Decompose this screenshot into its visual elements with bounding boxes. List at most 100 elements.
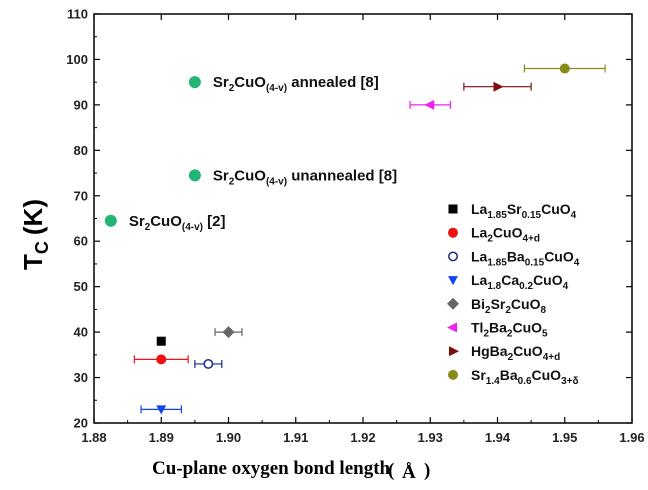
legend-marker	[448, 369, 458, 380]
point-annotations: Sr2CuO(4-v) annealed [8]Sr2CuO(4-v) unan…	[104, 74, 397, 233]
legend-marker	[447, 322, 457, 333]
legend-label-part: CuO	[533, 272, 563, 288]
data-markers	[156, 63, 570, 415]
legend-label-part: 0.15	[525, 257, 545, 268]
legend-label-part: CuO	[532, 367, 562, 383]
annotation-label-part: Sr	[213, 74, 229, 91]
legend-label-part: 3+δ	[561, 376, 578, 387]
legend-label-part: Ba	[500, 367, 518, 383]
legend-label-part: Sr	[507, 201, 522, 217]
data-point	[424, 99, 435, 110]
data-point	[156, 405, 167, 415]
legend-label-part: Ca	[501, 272, 519, 288]
data-point	[156, 336, 166, 346]
y-tick-label: 110	[67, 7, 88, 22]
y-tick-label: 30	[74, 370, 88, 385]
legend-marker	[447, 297, 459, 310]
legend-label-part: 4+d	[543, 352, 561, 363]
annotation-label: Sr2CuO(4-v) annealed [8]	[213, 74, 379, 94]
legend-label-part: La	[471, 272, 488, 288]
x-tick-label: 1.95	[552, 430, 577, 445]
legend-label: La1.85Sr0.15CuO4	[471, 201, 577, 221]
legend-label-part: 0.6	[518, 376, 532, 387]
legend-marker	[448, 204, 458, 214]
legend-label-part: 4+d	[522, 234, 540, 245]
x-tick-label: 1.92	[350, 430, 375, 445]
legend-label-part: La	[471, 201, 488, 217]
annotation-label-part: 2	[229, 83, 235, 94]
legend-label: Bi2Sr2CuO8	[471, 296, 546, 316]
annotation-label-part: 2	[229, 176, 235, 187]
legend-label-part: 8	[540, 305, 546, 316]
annotation-label-part: annealed [8]	[287, 74, 379, 91]
legend-label: La1.85Ba0.15CuO4	[471, 248, 580, 268]
legend-label-part: CuO	[513, 343, 543, 359]
legend-label-part: 4	[574, 257, 580, 268]
x-tick-label: 1.89	[149, 430, 174, 445]
y-tick-label: 20	[74, 416, 88, 431]
legend-label: La1.8Ca0.2CuO4	[471, 272, 569, 292]
data-point	[559, 63, 570, 74]
legend-label-part: Sr	[471, 367, 486, 383]
annotated-point	[104, 214, 117, 227]
legend-marker	[448, 251, 458, 262]
annotation-label-part: CuO	[234, 167, 266, 184]
x-tick-label: 1.96	[619, 430, 644, 445]
legend-label-part: Sr	[491, 296, 506, 312]
annotation-label-part: CuO	[234, 74, 266, 91]
legend-label-part: Tl	[471, 320, 483, 336]
x-axis-unit-symbol: Å	[402, 462, 416, 483]
y-tick-label: 90	[74, 97, 88, 112]
y-tick-label: 80	[74, 143, 88, 158]
legend-label-part: 4	[571, 210, 577, 221]
x-tick-label: 1.93	[418, 430, 443, 445]
legend-marker	[448, 276, 458, 286]
x-tick-label: 1.94	[485, 430, 511, 445]
legend-label: HgBa2CuO4+d	[471, 343, 560, 363]
legend-marker	[449, 346, 459, 357]
legend-label-part: 1.85	[487, 210, 507, 221]
x-axis-unit: (	[388, 460, 394, 481]
legend-label-part: 1.4	[486, 376, 500, 387]
annotation-label-part: [2]	[203, 213, 226, 230]
legend-label-part: CuO	[512, 320, 542, 336]
y-axis-label-sub: C	[32, 241, 52, 254]
legend-label-part: Ba	[507, 248, 525, 264]
legend-label-part: 2	[487, 234, 493, 245]
legend-label: Tl2Ba2CuO5	[471, 320, 548, 340]
legend-label-part: 2	[508, 352, 514, 363]
y-tick-label: 100	[66, 52, 88, 67]
legend-label-part: CuO	[541, 201, 571, 217]
annotation-label-part: unannealed [8]	[287, 167, 397, 184]
annotation-label-part: 2	[145, 222, 151, 233]
annotation-label-part: (4-v)	[266, 176, 287, 187]
legend-marker	[448, 227, 458, 238]
legend-label-part: 2	[507, 329, 513, 340]
data-point	[203, 358, 214, 369]
data-point	[156, 354, 167, 365]
annotation-label-part: Sr	[213, 167, 229, 184]
legend-label: Sr1.4Ba0.6CuO3+δ	[471, 367, 579, 387]
x-tick-label: 1.88	[81, 430, 106, 445]
legend-label-part: 5	[542, 329, 548, 340]
y-tick-label: 40	[74, 325, 88, 340]
annotation-label-part: (4-v)	[182, 222, 203, 233]
legend-label-part: 1.85	[487, 257, 507, 268]
legend-label-part: Ba	[489, 320, 507, 336]
x-tick-label: 1.91	[283, 430, 308, 445]
legend-label: La2CuO4+d	[471, 225, 540, 245]
annotation-label: Sr2CuO(4-v) unannealed [8]	[213, 167, 397, 187]
x-axis-unit-close: )	[424, 460, 430, 481]
x-axis-label: Cu-plane oxygen bond length	[152, 458, 391, 479]
legend-label-part: 4	[563, 281, 569, 292]
annotated-point	[188, 76, 201, 89]
legend-label-part: 0.15	[522, 210, 542, 221]
y-axis-label-main: T	[18, 254, 48, 270]
legend-label-part: HgBa	[471, 343, 508, 359]
annotation-label-part: Sr	[129, 213, 145, 230]
legend-label-part: La	[471, 225, 488, 241]
annotation-label: Sr2CuO(4-v) [2]	[129, 213, 226, 233]
x-tick-label: 1.90	[216, 430, 241, 445]
